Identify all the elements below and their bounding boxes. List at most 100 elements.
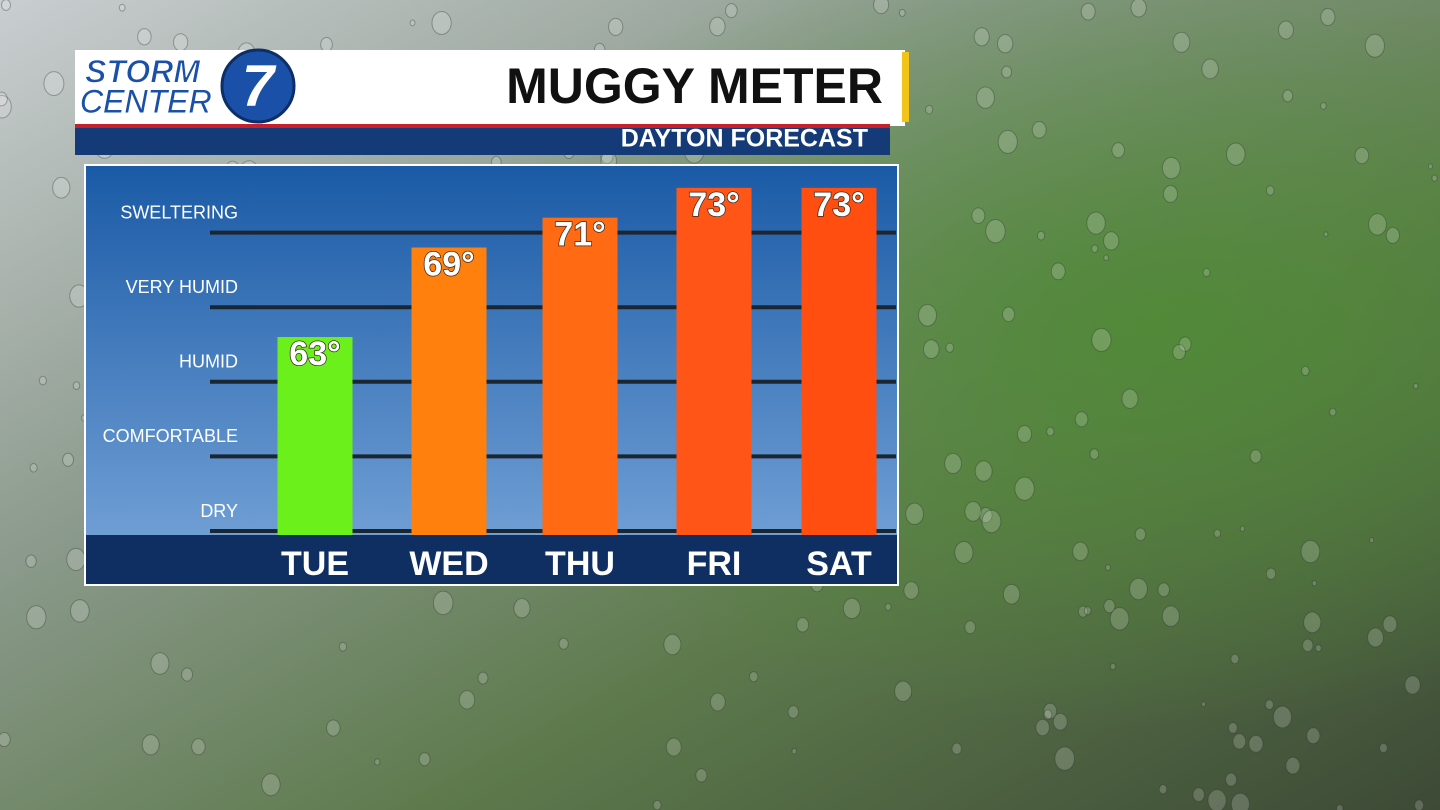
raindrop — [38, 375, 47, 386]
raindrop — [52, 176, 71, 199]
raindrop — [1050, 262, 1066, 281]
raindrop — [1001, 65, 1013, 79]
raindrop — [1080, 2, 1096, 21]
raindrop — [1161, 156, 1181, 180]
raindrop — [62, 452, 75, 467]
raindrop — [1369, 537, 1375, 544]
raindrop — [976, 86, 995, 109]
raindrop — [66, 547, 86, 572]
plot: DRY COMFORTABLE HUMID VERY HUMID SWELTERING 6… — [103, 185, 896, 583]
raindrop — [1385, 226, 1400, 244]
value-label: 71° — [554, 216, 605, 254]
raindrop — [663, 633, 682, 656]
raindrop — [1089, 448, 1100, 460]
raindrop — [1311, 580, 1318, 587]
raindrop — [1192, 787, 1205, 802]
raindrop — [985, 218, 1006, 244]
raindrop — [432, 590, 454, 616]
raindrop — [1213, 528, 1222, 538]
raindrop — [725, 3, 738, 19]
raindrop — [150, 652, 170, 675]
logo-number: 7 — [242, 53, 277, 118]
raindrop — [884, 602, 892, 611]
raindrop — [1354, 146, 1370, 165]
x-tick-label: SAT — [806, 545, 872, 583]
raindrop — [748, 671, 759, 683]
raindrop — [1091, 244, 1099, 253]
raindrop — [261, 773, 281, 797]
raindrop — [1404, 675, 1421, 695]
raindrop — [1031, 120, 1047, 139]
raindrop — [1248, 734, 1264, 753]
raindrop — [1302, 638, 1314, 653]
raindrop — [1320, 101, 1327, 110]
raindrop — [409, 19, 416, 27]
raindrop — [118, 3, 126, 12]
raindrop — [652, 799, 662, 810]
raindrop — [997, 33, 1014, 54]
raindrop — [1364, 33, 1385, 58]
raindrop — [709, 16, 726, 37]
raindrop — [951, 742, 963, 755]
raindrop — [1239, 525, 1246, 532]
y-tick-label: HUMID — [179, 352, 238, 372]
raindrop — [1121, 388, 1139, 409]
raindrop — [1265, 185, 1275, 196]
raindrop — [1109, 607, 1130, 631]
raindrop — [0, 95, 12, 119]
raindrop — [1035, 718, 1050, 737]
raindrop — [320, 37, 333, 53]
x-tick-label: WED — [409, 545, 488, 583]
chart-title: MUGGY METER — [506, 58, 883, 114]
raindrop — [873, 0, 890, 15]
raindrop — [1225, 772, 1238, 787]
raindrop — [791, 748, 798, 755]
raindrop — [974, 460, 993, 482]
raindrop — [326, 719, 341, 737]
raindrop — [1158, 784, 1168, 795]
raindrop — [0, 731, 11, 748]
subtitle-strip — [75, 124, 890, 155]
x-tick-label: THU — [545, 545, 615, 583]
raindrop — [1043, 709, 1053, 720]
raindrop — [191, 738, 206, 756]
raindrop — [1303, 611, 1322, 634]
raindrop — [1074, 411, 1089, 428]
raindrop — [1036, 230, 1046, 241]
raindrop — [1323, 231, 1329, 238]
raindrop — [418, 752, 431, 767]
raindrop — [1016, 425, 1033, 444]
raindrop — [1414, 799, 1425, 810]
raindrop — [842, 597, 861, 620]
raindrop — [1046, 426, 1055, 437]
raindrop — [1379, 742, 1388, 754]
raindrop — [1130, 0, 1147, 18]
raindrop — [1282, 89, 1294, 103]
raindrop — [141, 734, 160, 756]
raindrop — [1300, 365, 1310, 376]
raindrop — [1201, 58, 1219, 80]
y-tick-label: DRY — [200, 501, 238, 521]
bar — [277, 337, 353, 535]
raindrop — [513, 598, 531, 619]
raindrop — [1227, 721, 1238, 734]
raindrop — [1306, 727, 1321, 745]
subtitle-accent — [75, 124, 890, 128]
raindrop — [1382, 615, 1398, 633]
raindrop — [997, 129, 1018, 154]
raindrop — [1249, 449, 1262, 464]
raindrop — [1178, 336, 1192, 352]
raindrop — [903, 581, 920, 600]
raindrop — [172, 33, 189, 52]
raindrop — [338, 641, 348, 652]
raindrop — [137, 28, 152, 46]
raindrop — [1054, 746, 1076, 771]
raindrop — [1002, 583, 1021, 605]
raindrop — [1001, 306, 1016, 323]
raindrop — [1157, 582, 1170, 598]
raindrop — [1086, 211, 1106, 235]
raindrop — [69, 599, 90, 623]
raindrop — [1336, 804, 1344, 810]
raindrop — [971, 207, 986, 225]
